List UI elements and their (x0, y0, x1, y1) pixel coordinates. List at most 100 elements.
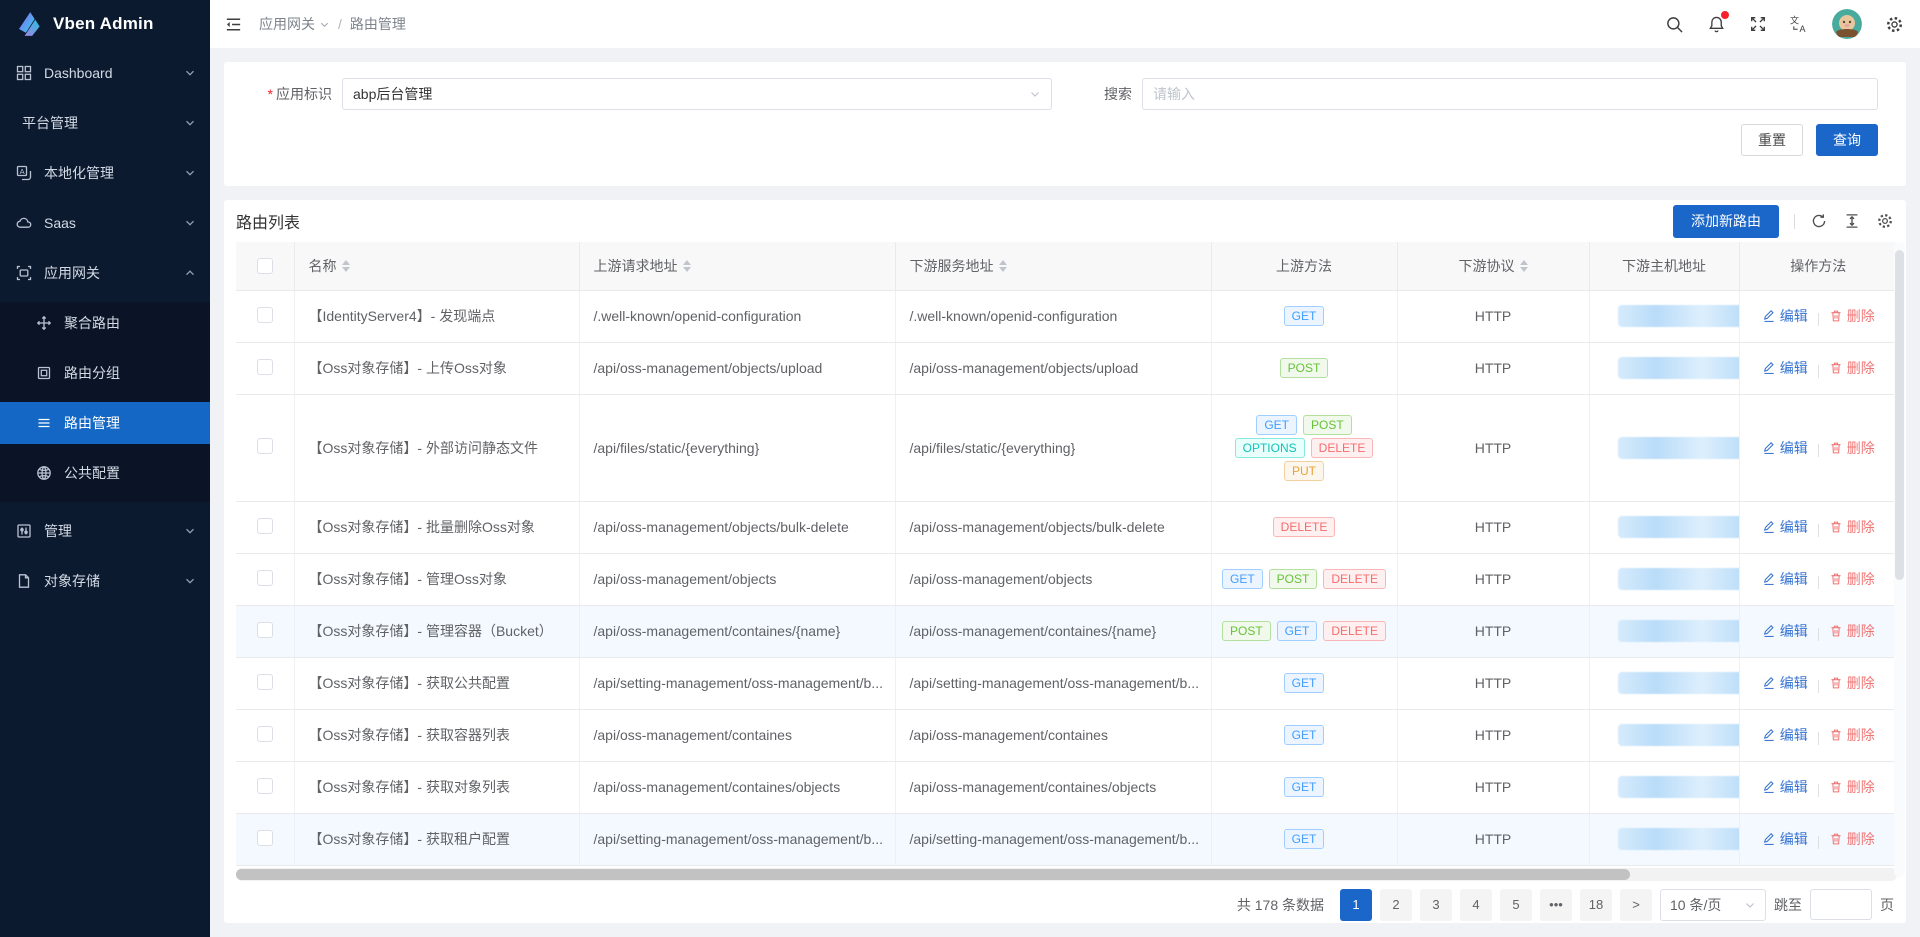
table-title: 路由列表 (236, 215, 301, 232)
column-header[interactable]: 下游协议 (1397, 242, 1590, 291)
add-route-button[interactable]: 添加新路由 (1673, 204, 1779, 238)
select-all-header[interactable] (236, 242, 295, 291)
sidebar-item-global-config[interactable]: 公共配置 (0, 452, 210, 494)
app-id-label: * 应用标识 (267, 86, 332, 102)
sort-carets-icon[interactable] (1519, 259, 1528, 272)
sidebar-item-label: 路由分组 (64, 365, 120, 381)
logo[interactable]: Vben Admin (0, 0, 210, 48)
edit-button[interactable]: 编辑 (1762, 438, 1808, 458)
jump-page-input[interactable] (1810, 889, 1872, 920)
delete-button[interactable]: 删除 (1829, 358, 1875, 378)
page-button-4[interactable]: 4 (1460, 888, 1492, 921)
sidebar-item-object-storage[interactable]: 对象存储 (0, 560, 210, 602)
upstream-methods-cell: GET POST DELETE (1211, 553, 1398, 606)
method-badge-line: OPTIONS DELETE (1212, 437, 1397, 458)
delete-button[interactable]: 删除 (1829, 438, 1875, 458)
page-button-1[interactable]: 1 (1340, 888, 1372, 921)
app-id-select[interactable]: abp后台管理 (342, 78, 1052, 110)
breadcrumb-gateway[interactable]: 应用网关 (259, 14, 330, 34)
sort-carets-icon[interactable] (998, 259, 1007, 272)
edit-button[interactable]: 编辑 (1762, 569, 1808, 589)
action-divider (1817, 783, 1819, 797)
page-button-18[interactable]: 18 (1580, 888, 1612, 921)
row-checkbox[interactable] (256, 438, 273, 454)
page-button-3[interactable]: 3 (1420, 888, 1452, 921)
row-height-icon[interactable] (1843, 212, 1861, 230)
sidebar-item-label: 对象存储 (44, 573, 100, 589)
sidebar-item-localization[interactable]: A 本地化管理 (0, 152, 210, 194)
delete-button[interactable]: 删除 (1829, 777, 1875, 797)
settings-gear-icon[interactable] (1885, 15, 1904, 34)
row-checkbox[interactable] (256, 517, 273, 534)
upstream-methods-cell: GET POST OPTIONS DELETE PUT (1211, 394, 1398, 502)
row-checkbox[interactable] (256, 621, 273, 638)
delete-button[interactable]: 删除 (1829, 621, 1875, 641)
delete-button[interactable]: 删除 (1829, 569, 1875, 589)
horizontal-scrollbar-thumb[interactable] (236, 868, 1630, 880)
redacted-host-value (1617, 436, 1738, 459)
page-size-select[interactable]: 10 条/页 (1660, 888, 1766, 921)
next-page-button[interactable]: > (1620, 888, 1652, 921)
delete-button[interactable]: 删除 (1829, 829, 1875, 849)
delete-button[interactable]: 删除 (1829, 306, 1875, 326)
translate-icon[interactable]: 文 A (1790, 15, 1809, 34)
sidebar-item-route-manage[interactable]: 路由管理 (0, 402, 210, 444)
user-avatar[interactable] (1832, 9, 1862, 39)
sidebar-item-saas[interactable]: Saas (0, 202, 210, 244)
vertical-scrollbar-thumb[interactable] (1895, 250, 1904, 580)
delete-button[interactable]: 删除 (1829, 725, 1875, 745)
collapse-sidebar-icon[interactable] (224, 15, 243, 34)
sidebar-item-gateway[interactable]: 应用网关 (0, 252, 210, 294)
column-header[interactable]: 名称 (294, 242, 580, 291)
edit-button[interactable]: 编辑 (1762, 517, 1808, 537)
select-all-checkbox[interactable] (256, 257, 273, 274)
refresh-icon[interactable] (1810, 212, 1828, 230)
redacted-host-value (1617, 620, 1738, 642)
sidebar-item-platform[interactable]: 平台管理 (0, 102, 210, 144)
jump-suffix-label: 页 (1880, 896, 1894, 913)
method-badge-line: GET POST DELETE (1212, 569, 1397, 589)
sidebar-item-route-group[interactable]: 路由分组 (0, 352, 210, 394)
row-checkbox[interactable] (256, 673, 273, 690)
column-settings-gear-icon[interactable] (1876, 212, 1894, 230)
column-header[interactable]: 下游服务地址 (895, 242, 1212, 291)
edit-button[interactable]: 编辑 (1762, 777, 1808, 797)
sort-carets-icon[interactable] (682, 259, 691, 272)
row-checkbox[interactable] (256, 829, 273, 846)
notification-bell-icon[interactable] (1707, 10, 1729, 34)
page-ellipsis-button[interactable]: ••• (1540, 888, 1572, 921)
edit-button[interactable]: 编辑 (1762, 829, 1808, 849)
method-badge-get: GET (1283, 673, 1325, 693)
column-header[interactable]: 上游请求地址 (579, 242, 896, 291)
page-button-2[interactable]: 2 (1380, 888, 1412, 921)
reset-button[interactable]: 重置 (1741, 124, 1803, 156)
edit-button[interactable]: 编辑 (1762, 673, 1808, 693)
search-input[interactable] (1142, 78, 1878, 110)
upstream-path-cell: /api/setting-management/oss-management/b… (579, 657, 896, 710)
row-checkbox[interactable] (256, 306, 273, 323)
sidebar-item-aggregate-route[interactable]: 聚合路由 (0, 302, 210, 344)
downstream-path-cell: /api/oss-management/containes/{name} (895, 605, 1212, 658)
sort-carets-icon[interactable] (341, 259, 350, 272)
delete-button[interactable]: 删除 (1829, 517, 1875, 537)
edit-button[interactable]: 编辑 (1762, 725, 1808, 745)
upstream-methods-cell: POST (1211, 342, 1398, 395)
fullscreen-icon[interactable] (1749, 15, 1767, 33)
sidebar-item-dashboard[interactable]: Dashboard (0, 52, 210, 94)
search-icon[interactable] (1665, 15, 1684, 34)
edit-button[interactable]: 编辑 (1762, 306, 1808, 326)
pencil-icon (1762, 361, 1776, 375)
pencil-icon (1762, 309, 1776, 323)
delete-button[interactable]: 删除 (1829, 673, 1875, 693)
row-checkbox[interactable] (256, 725, 273, 742)
edit-button[interactable]: 编辑 (1762, 621, 1808, 641)
page-button-5[interactable]: 5 (1500, 888, 1532, 921)
sidebar-item-manage[interactable]: 管理 (0, 510, 210, 552)
row-checkbox[interactable] (256, 569, 273, 586)
row-checkbox[interactable] (256, 777, 273, 794)
sidebar-item-label: 公共配置 (64, 465, 120, 481)
row-checkbox[interactable] (256, 358, 273, 375)
query-button[interactable]: 查询 (1816, 124, 1878, 156)
edit-button[interactable]: 编辑 (1762, 358, 1808, 378)
row-actions-cell: 编辑 删除 (1739, 553, 1897, 606)
